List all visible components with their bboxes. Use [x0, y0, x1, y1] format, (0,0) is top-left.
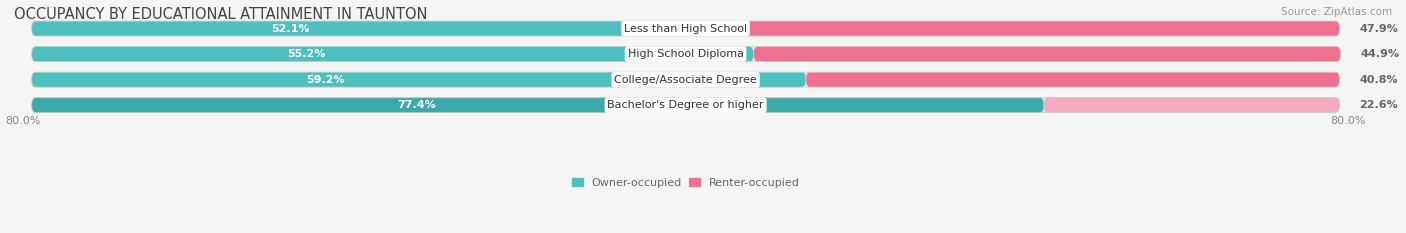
Text: 77.4%: 77.4%	[396, 100, 436, 110]
FancyBboxPatch shape	[32, 72, 1340, 87]
Text: 59.2%: 59.2%	[307, 75, 346, 85]
FancyBboxPatch shape	[32, 21, 713, 36]
Text: 52.1%: 52.1%	[271, 24, 309, 34]
FancyBboxPatch shape	[32, 98, 1043, 113]
Text: 47.9%: 47.9%	[1360, 24, 1398, 34]
Text: 22.6%: 22.6%	[1360, 100, 1398, 110]
Text: 44.9%: 44.9%	[1361, 49, 1399, 59]
FancyBboxPatch shape	[32, 47, 754, 62]
Text: 80.0%: 80.0%	[1330, 116, 1365, 126]
Legend: Owner-occupied, Renter-occupied: Owner-occupied, Renter-occupied	[572, 178, 800, 188]
FancyBboxPatch shape	[754, 47, 1341, 62]
Text: Less than High School: Less than High School	[624, 24, 747, 34]
FancyBboxPatch shape	[32, 47, 1340, 62]
FancyBboxPatch shape	[713, 21, 1340, 36]
FancyBboxPatch shape	[32, 72, 806, 87]
FancyBboxPatch shape	[806, 72, 1340, 87]
FancyBboxPatch shape	[1043, 98, 1340, 113]
Text: High School Diploma: High School Diploma	[627, 49, 744, 59]
Text: Bachelor's Degree or higher: Bachelor's Degree or higher	[607, 100, 763, 110]
Text: College/Associate Degree: College/Associate Degree	[614, 75, 756, 85]
Text: OCCUPANCY BY EDUCATIONAL ATTAINMENT IN TAUNTON: OCCUPANCY BY EDUCATIONAL ATTAINMENT IN T…	[14, 7, 427, 22]
Text: Source: ZipAtlas.com: Source: ZipAtlas.com	[1281, 7, 1392, 17]
Text: 80.0%: 80.0%	[6, 116, 41, 126]
Text: 40.8%: 40.8%	[1360, 75, 1398, 85]
Text: 55.2%: 55.2%	[287, 49, 325, 59]
FancyBboxPatch shape	[32, 98, 1340, 113]
FancyBboxPatch shape	[32, 21, 1340, 36]
